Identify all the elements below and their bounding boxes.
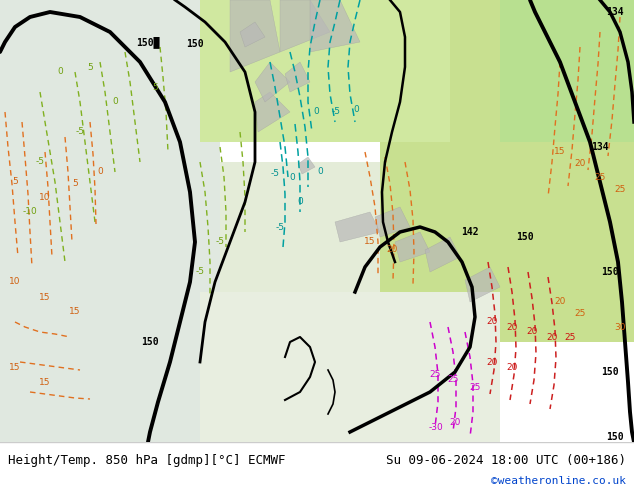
Text: 142: 142 bbox=[461, 227, 479, 237]
Text: 20: 20 bbox=[486, 318, 498, 326]
Text: 5: 5 bbox=[152, 82, 158, 92]
Text: -30: -30 bbox=[429, 422, 443, 432]
Text: -5: -5 bbox=[271, 170, 280, 178]
Text: 20: 20 bbox=[574, 160, 586, 169]
Text: ©weatheronline.co.uk: ©weatheronline.co.uk bbox=[491, 476, 626, 486]
Polygon shape bbox=[335, 212, 380, 242]
Text: 150: 150 bbox=[516, 232, 534, 242]
Text: 150: 150 bbox=[601, 367, 619, 377]
Text: 25: 25 bbox=[594, 172, 605, 181]
Text: 20: 20 bbox=[554, 297, 566, 307]
Text: 25: 25 bbox=[574, 310, 586, 318]
Text: 20: 20 bbox=[486, 358, 498, 367]
Polygon shape bbox=[230, 0, 280, 72]
Text: -5: -5 bbox=[276, 222, 285, 231]
Text: 25: 25 bbox=[429, 369, 441, 378]
Polygon shape bbox=[255, 92, 290, 132]
Text: 134: 134 bbox=[606, 7, 624, 17]
Polygon shape bbox=[280, 0, 330, 52]
Polygon shape bbox=[200, 292, 500, 442]
Text: 0: 0 bbox=[57, 68, 63, 76]
Text: 25: 25 bbox=[564, 333, 576, 342]
Text: 20: 20 bbox=[507, 322, 518, 332]
Text: -5: -5 bbox=[75, 127, 84, 137]
Text: 5: 5 bbox=[72, 179, 78, 189]
Text: 15: 15 bbox=[10, 363, 21, 371]
Text: 25: 25 bbox=[448, 374, 458, 384]
Text: 0: 0 bbox=[353, 105, 359, 115]
Text: 150: 150 bbox=[186, 39, 204, 49]
Text: -5: -5 bbox=[36, 157, 44, 167]
Text: 0: 0 bbox=[97, 168, 103, 176]
Text: Height/Temp. 850 hPa [gdmp][°C] ECMWF: Height/Temp. 850 hPa [gdmp][°C] ECMWF bbox=[8, 454, 285, 467]
Polygon shape bbox=[285, 62, 310, 92]
Polygon shape bbox=[0, 0, 220, 442]
Polygon shape bbox=[425, 237, 460, 272]
Text: 20: 20 bbox=[526, 327, 538, 337]
Text: 25: 25 bbox=[469, 383, 481, 392]
Polygon shape bbox=[380, 0, 634, 342]
Polygon shape bbox=[395, 232, 430, 262]
Text: 15: 15 bbox=[554, 147, 566, 156]
Text: 15: 15 bbox=[69, 308, 81, 317]
Text: 20: 20 bbox=[507, 363, 518, 371]
Text: 30: 30 bbox=[614, 322, 626, 332]
Text: 150: 150 bbox=[606, 432, 624, 442]
Polygon shape bbox=[220, 162, 380, 442]
Text: 25: 25 bbox=[614, 186, 626, 195]
Text: 5: 5 bbox=[87, 63, 93, 72]
Text: 10: 10 bbox=[39, 193, 51, 201]
Text: 15: 15 bbox=[39, 377, 51, 387]
Polygon shape bbox=[375, 207, 410, 237]
Text: 0: 0 bbox=[112, 98, 118, 106]
Polygon shape bbox=[465, 267, 500, 302]
Text: 0: 0 bbox=[289, 172, 295, 181]
Text: 10: 10 bbox=[10, 277, 21, 287]
Polygon shape bbox=[240, 22, 265, 47]
Text: 15: 15 bbox=[39, 293, 51, 301]
Text: 150: 150 bbox=[141, 337, 158, 347]
Text: 134: 134 bbox=[591, 142, 609, 152]
Polygon shape bbox=[298, 157, 315, 174]
Text: Su 09-06-2024 18:00 UTC (00+186): Su 09-06-2024 18:00 UTC (00+186) bbox=[386, 454, 626, 467]
Polygon shape bbox=[310, 0, 360, 52]
Text: 0: 0 bbox=[297, 197, 303, 206]
Polygon shape bbox=[255, 62, 290, 102]
Polygon shape bbox=[500, 0, 634, 142]
Text: -10: -10 bbox=[23, 207, 37, 217]
Text: -5: -5 bbox=[332, 107, 340, 117]
Text: 20: 20 bbox=[386, 245, 398, 253]
Text: -5: -5 bbox=[216, 238, 224, 246]
Text: 15: 15 bbox=[365, 238, 376, 246]
Text: -5: -5 bbox=[195, 268, 205, 276]
Text: 0: 0 bbox=[313, 107, 319, 117]
Text: 150: 150 bbox=[601, 267, 619, 277]
Polygon shape bbox=[200, 0, 450, 142]
Text: 150█: 150█ bbox=[136, 36, 160, 48]
Text: 5: 5 bbox=[12, 177, 18, 187]
Text: 20: 20 bbox=[450, 417, 461, 426]
Text: 20: 20 bbox=[547, 333, 558, 342]
Text: 0: 0 bbox=[317, 168, 323, 176]
